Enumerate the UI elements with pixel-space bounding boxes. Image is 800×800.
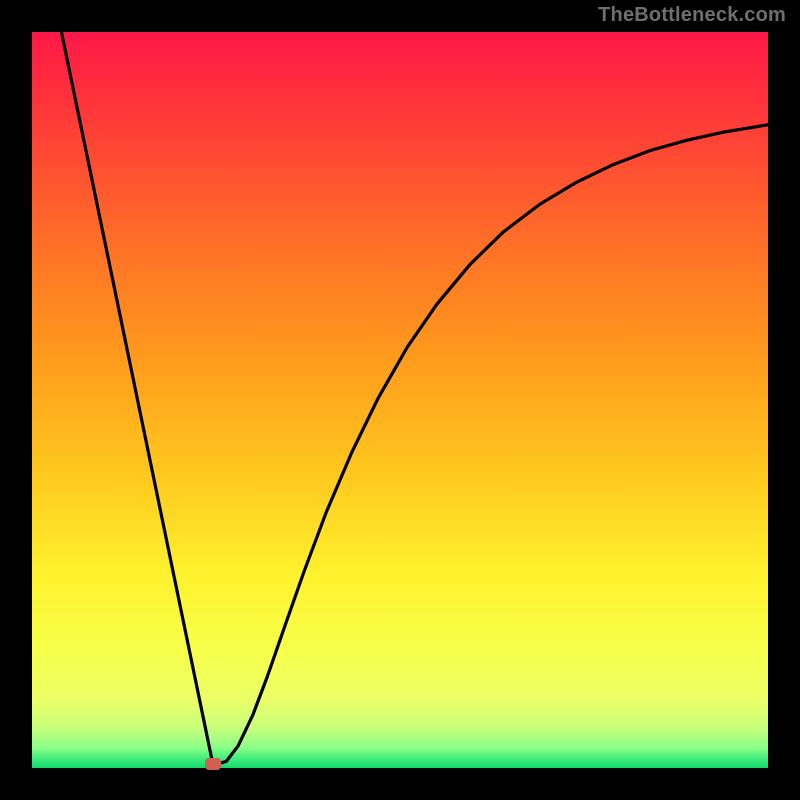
data-curve <box>32 32 768 768</box>
min-marker <box>205 758 221 770</box>
watermark-text: TheBottleneck.com <box>598 4 786 27</box>
plot-area <box>32 32 768 768</box>
chart-container: TheBottleneck.com <box>0 0 800 800</box>
